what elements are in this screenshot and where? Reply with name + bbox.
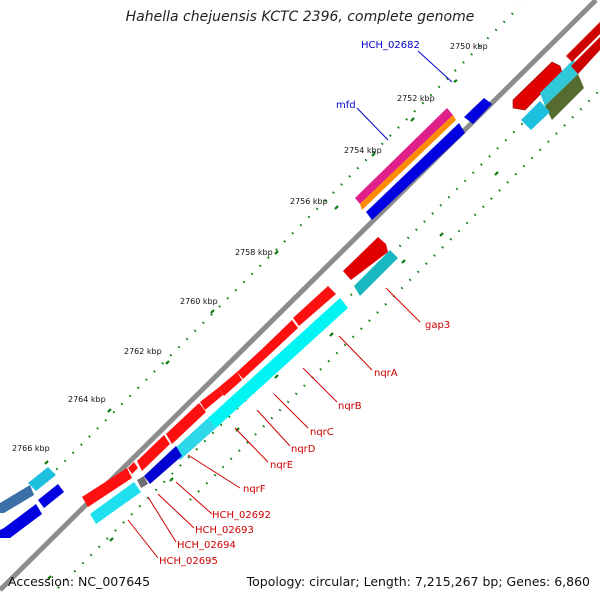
gene-block[interactable] [0,504,42,538]
gene-block[interactable] [360,115,456,210]
gene-label-mfd[interactable]: mfd [336,100,356,111]
ruler-label: 2760 kbp [180,297,218,306]
gene-block[interactable] [366,123,465,220]
gene-block[interactable] [90,482,141,524]
gene-label-hch-02693[interactable]: HCH_02693 [195,525,254,536]
gene-label-nqre[interactable]: nqrE [270,460,293,471]
gene-label-gap3[interactable]: gap3 [425,320,450,331]
gene-block[interactable] [82,468,132,507]
ruler-label: 2750 kbp [450,42,488,51]
leader-lines [127,50,453,559]
gene-label-hch-02682[interactable]: HCH_02682 [361,40,420,51]
ruler-label: 2752 kbp [397,94,435,103]
ruler-label: 2764 kbp [68,395,106,404]
accession-label: Accession: NC_007645 [8,574,151,589]
ruler-label: 2758 kbp [235,248,273,257]
gene-block[interactable] [128,462,138,474]
gene-block[interactable] [166,403,206,444]
gene-block[interactable] [28,467,56,491]
gene-block[interactable] [237,349,268,379]
gene-block[interactable] [144,446,182,484]
gene-block[interactable] [571,37,600,74]
gene-block[interactable] [200,388,223,410]
gene-block[interactable] [38,484,64,508]
ruler-label: 2756 kbp [290,197,328,206]
feature-cluster-top [355,22,600,220]
feature-cluster-middle [82,237,398,524]
ruler-label: 2754 kbp [344,146,382,155]
map-title: Hahella chejuensis KCTC 2396, complete g… [125,9,475,25]
ruler-label: 2762 kbp [124,347,162,356]
gene-block[interactable] [0,485,34,513]
gene-block[interactable] [355,108,453,204]
gene-block[interactable] [293,286,336,326]
gene-label-hch-02692[interactable]: HCH_02692 [212,510,271,521]
gene-label-nqra[interactable]: nqrA [374,368,398,379]
gene-label-nqrd[interactable]: nqrD [291,444,316,455]
ruler-label: 2766 kbp [12,444,50,453]
gene-block[interactable] [464,98,492,124]
gene-block[interactable] [137,476,148,488]
gene-label-hch-02695[interactable]: HCH_02695 [159,556,218,567]
gene-label-nqrc[interactable]: nqrC [310,427,334,438]
gene-label-nqrb[interactable]: nqrB [338,401,362,412]
gene-label-hch-02694[interactable]: HCH_02694 [177,540,236,551]
gene-block[interactable] [354,250,398,296]
genome-summary: Topology: circular; Length: 7,215,267 bp… [246,574,590,589]
gene-block[interactable] [218,372,242,396]
gene-block[interactable] [137,435,170,471]
feature-cluster-bottom-left [0,467,64,538]
gene-block[interactable] [343,237,388,280]
gene-labels: HCH_02682 mfd gap3 nqrA nqrB nqrC nqrD n… [159,40,450,567]
gene-block[interactable] [262,320,298,356]
gene-block[interactable] [545,74,584,120]
gene-block[interactable] [566,22,600,62]
gene-block[interactable] [173,418,216,460]
gene-block[interactable] [521,101,550,130]
gene-block[interactable] [208,298,348,428]
gene-label-nqrf[interactable]: nqrF [243,484,266,495]
ruler-major-ticks [44,79,499,580]
ruler-labels: 2750 kbp 2752 kbp 2754 kbp 2756 kbp 2758… [12,42,488,453]
gene-block[interactable] [540,59,578,106]
